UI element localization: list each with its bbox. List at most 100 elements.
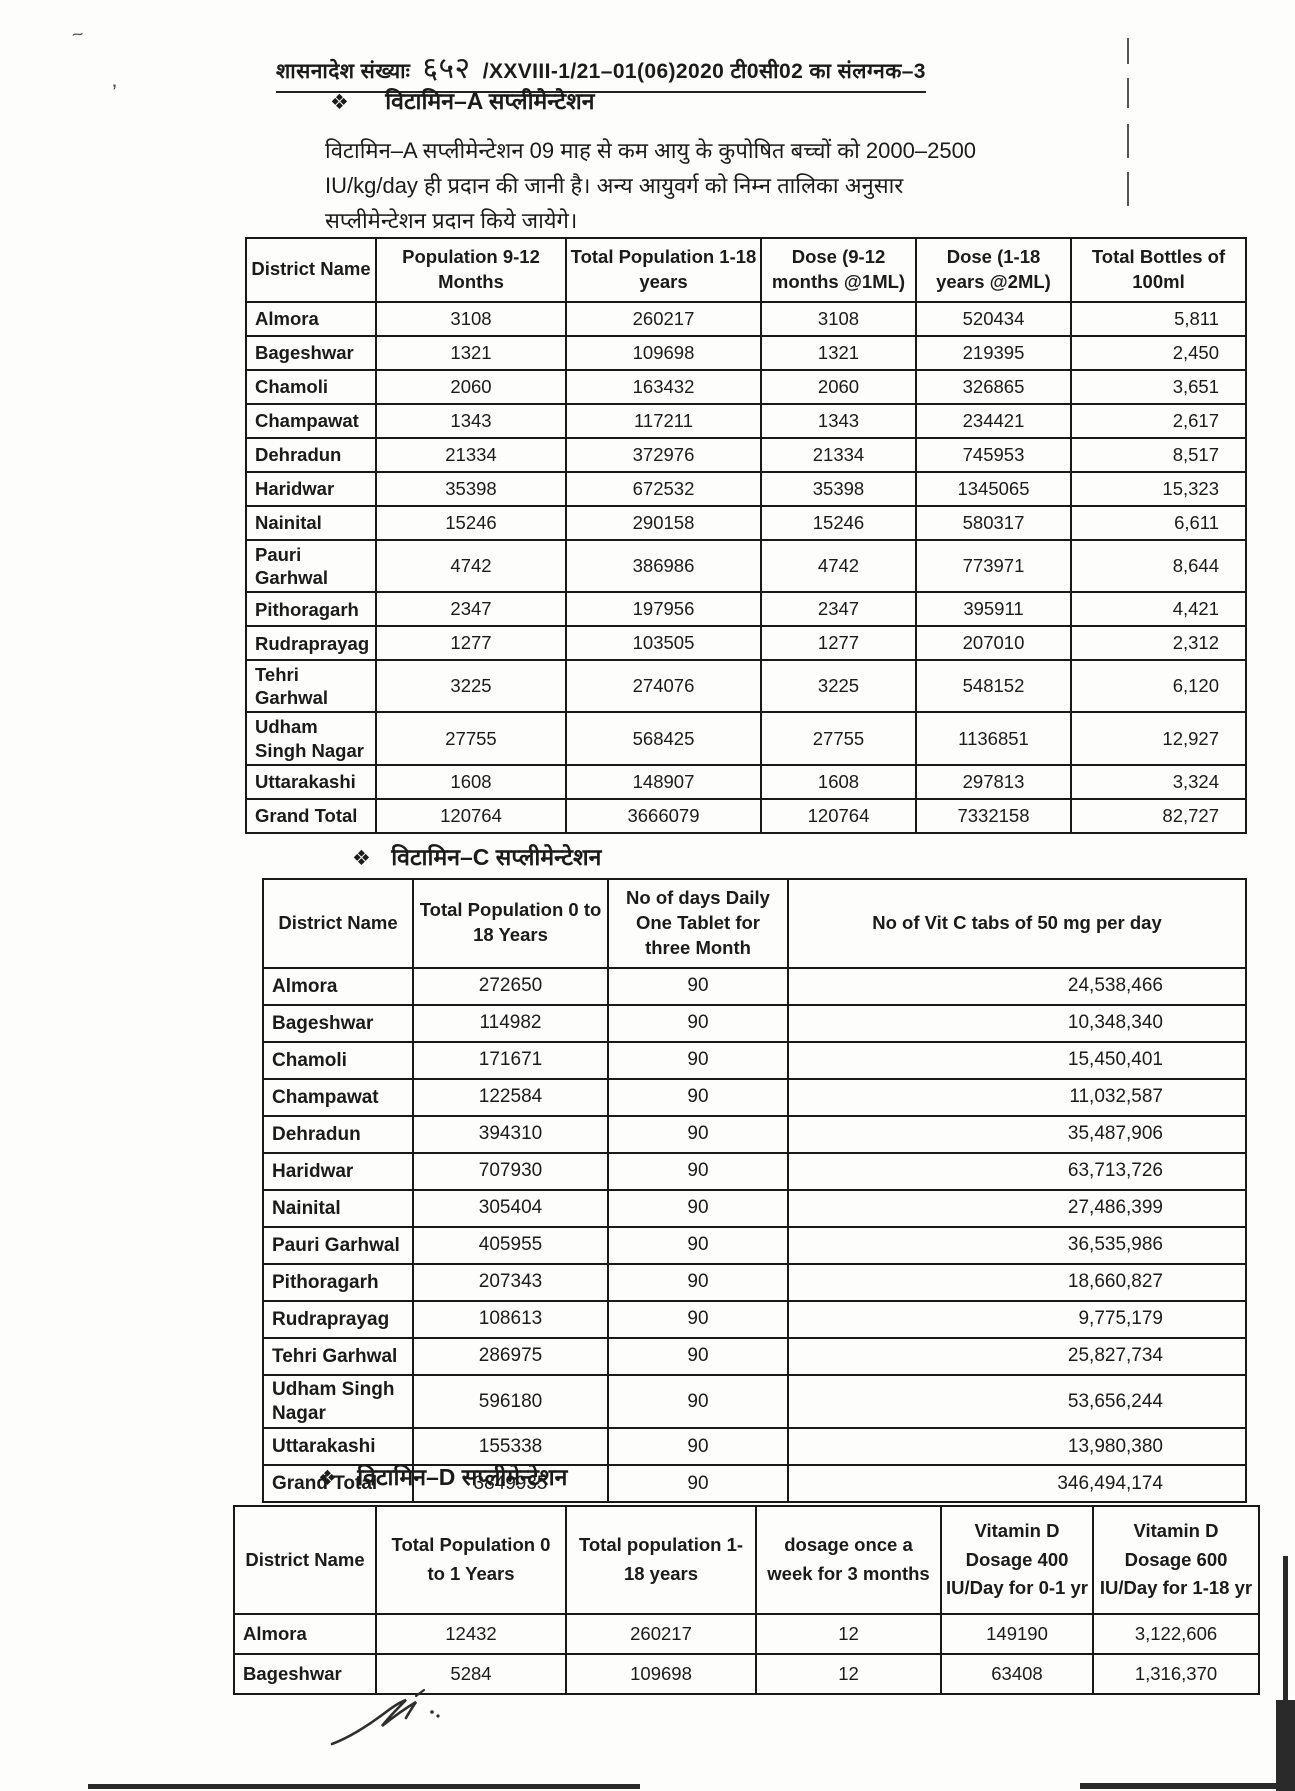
table-cell: 1136851 xyxy=(915,711,1072,766)
scan-artifact-dash xyxy=(1127,172,1129,206)
table-cell: 90 xyxy=(607,1077,789,1117)
table-cell: 286975 xyxy=(412,1336,609,1376)
scan-artifact-right-edge xyxy=(1283,1556,1288,1791)
table-row: Dehradun 394310 90 35,487,906 xyxy=(262,1114,1247,1154)
table-cell: Chamoli xyxy=(262,1040,414,1080)
table-row: Almora 272650 90 24,538,466 xyxy=(262,966,1247,1006)
table-row: Bageshwar 1321 109698 1321 219395 2,450 xyxy=(245,334,1247,371)
table-cell: 672532 xyxy=(565,470,762,507)
table-cell: 12 xyxy=(755,1653,942,1696)
column-header: District Name xyxy=(233,1504,377,1616)
diamond-bullet-icon: ❖ xyxy=(318,1466,337,1490)
table-cell: 596180 xyxy=(412,1373,609,1430)
table-cell: 90 xyxy=(607,1040,789,1080)
table-cell: 1343 xyxy=(375,402,567,439)
table-cell: 36,535,986 xyxy=(787,1225,1247,1265)
table-cell: 18,660,827 xyxy=(787,1262,1247,1302)
vitamin-c-heading-text: विटामिन–C सप्लीमेन्टेशन xyxy=(391,844,602,870)
table-cell: 90 xyxy=(607,1188,789,1228)
table-cell: 372976 xyxy=(565,436,762,473)
table-header-row: District Name Total Population 0 to 1 Yea… xyxy=(233,1504,1260,1616)
table-row: Tehri Garhwal 286975 90 25,827,734 xyxy=(262,1336,1247,1376)
scan-artifact-corner-blob xyxy=(1276,1700,1295,1791)
table-cell: 10,348,340 xyxy=(787,1003,1247,1043)
table-cell: 1,316,370 xyxy=(1092,1653,1260,1696)
table-cell: 207010 xyxy=(915,625,1072,662)
table-cell: 15246 xyxy=(760,504,917,541)
table-cell: 386986 xyxy=(565,538,762,594)
table-cell: 120764 xyxy=(760,797,917,834)
vitamin-a-heading-text: विटामिन–A सप्लीमेन्टेशन xyxy=(385,88,595,114)
table-cell: 773971 xyxy=(915,538,1072,594)
table-cell: Pauri Garhwal xyxy=(262,1225,414,1265)
table-cell: 109698 xyxy=(565,1653,757,1696)
table-cell: 82,727 xyxy=(1070,797,1247,834)
table-cell: 24,538,466 xyxy=(787,966,1247,1006)
paragraph-line: IU/kg/day ही प्रदान की जानी है। अन्य आयु… xyxy=(325,173,904,198)
table-cell: 568425 xyxy=(565,711,762,766)
table-cell: 197956 xyxy=(565,591,762,628)
table-cell: Pithoragarh xyxy=(262,1262,414,1302)
table-cell: 234421 xyxy=(915,402,1072,439)
column-header: Vitamin D Dosage 400 IU/Day for 0-1 yr xyxy=(940,1504,1094,1616)
table-cell: 395911 xyxy=(915,591,1072,628)
column-header: Total Population 1-18 years xyxy=(565,237,762,303)
table-cell: Udham Singh Nagar xyxy=(262,1373,414,1430)
table-cell: 120764 xyxy=(375,797,567,834)
column-header: District Name xyxy=(245,237,377,303)
table-row: Uttarakashi 1608 148907 1608 297813 3,324 xyxy=(245,763,1247,800)
table-row: Uttarakashi 155338 90 13,980,380 xyxy=(262,1427,1247,1467)
table-cell: Almora xyxy=(245,300,377,337)
table-row: Champawat 1343 117211 1343 234421 2,617 xyxy=(245,402,1247,439)
table-cell: 63,713,726 xyxy=(787,1151,1247,1191)
table-cell: 12 xyxy=(755,1613,942,1656)
table-cell: 11,032,587 xyxy=(787,1077,1247,1117)
vitamin-d-section-heading: ❖ विटामिन–D सप्लीमेन्टेशन xyxy=(318,1460,567,1492)
table-cell: 13,980,380 xyxy=(787,1427,1247,1467)
column-header: District Name xyxy=(262,878,414,969)
table-cell: 405955 xyxy=(412,1225,609,1265)
table-cell: 580317 xyxy=(915,504,1072,541)
table-cell: 15,450,401 xyxy=(787,1040,1247,1080)
table-cell: 1321 xyxy=(375,334,567,371)
table-cell: 6,120 xyxy=(1070,659,1247,714)
table-cell: 27755 xyxy=(760,711,917,766)
table-row: Udham Singh Nagar 596180 90 53,656,244 xyxy=(262,1373,1247,1430)
table-cell: 7332158 xyxy=(915,797,1072,834)
table-cell: 25,827,734 xyxy=(787,1336,1247,1376)
table-cell: Nainital xyxy=(245,504,377,541)
table-row: Almora 12432 260217 12 149190 3,122,606 xyxy=(233,1613,1260,1656)
scan-artifact-comma: ’ xyxy=(112,80,117,105)
table-cell: 1277 xyxy=(375,625,567,662)
table-cell: 2,312 xyxy=(1070,625,1247,662)
table-cell: 548152 xyxy=(915,659,1072,714)
table-cell: 4742 xyxy=(760,538,917,594)
table-cell: 35398 xyxy=(375,470,567,507)
paragraph-line: सप्लीमेन्टेशन प्रदान किये जायेगे। xyxy=(325,208,578,233)
table-row: Chamoli 2060 163432 2060 326865 3,651 xyxy=(245,368,1247,405)
table-cell: Grand Total xyxy=(245,797,377,834)
table-cell: 3108 xyxy=(760,300,917,337)
reference-prefix: शासनादेश संख्याः xyxy=(276,60,411,83)
table-cell: 2,450 xyxy=(1070,334,1247,371)
table-cell: 3225 xyxy=(760,659,917,714)
table-cell: Bageshwar xyxy=(262,1003,414,1043)
table-row: Pauri Garhwal 4742 386986 4742 773971 8,644 xyxy=(245,538,1247,594)
table-cell: 21334 xyxy=(375,436,567,473)
table-row: Bageshwar 5284 109698 12 63408 1,316,370 xyxy=(233,1653,1260,1696)
table-cell: 1321 xyxy=(760,334,917,371)
table-cell: 2,617 xyxy=(1070,402,1247,439)
table-cell: 1345065 xyxy=(915,470,1072,507)
table-cell: 90 xyxy=(607,1299,789,1339)
table-row: Pithoragarh 2347 197956 2347 395911 4,421 xyxy=(245,591,1247,628)
table-cell: 1608 xyxy=(760,763,917,800)
column-header: Total population 1-18 years xyxy=(565,1504,757,1616)
table-cell: 108613 xyxy=(412,1299,609,1339)
table-cell: Pauri Garhwal xyxy=(245,538,377,594)
table-cell: 15,323 xyxy=(1070,470,1247,507)
table-cell: Grand Total xyxy=(262,1464,414,1504)
table-header-row: District Name Total Population 0 to 18 Ye… xyxy=(262,878,1247,969)
diamond-bullet-icon: ❖ xyxy=(352,846,371,870)
column-header: Population 9-12 Months xyxy=(375,237,567,303)
table-cell: 326865 xyxy=(915,368,1072,405)
